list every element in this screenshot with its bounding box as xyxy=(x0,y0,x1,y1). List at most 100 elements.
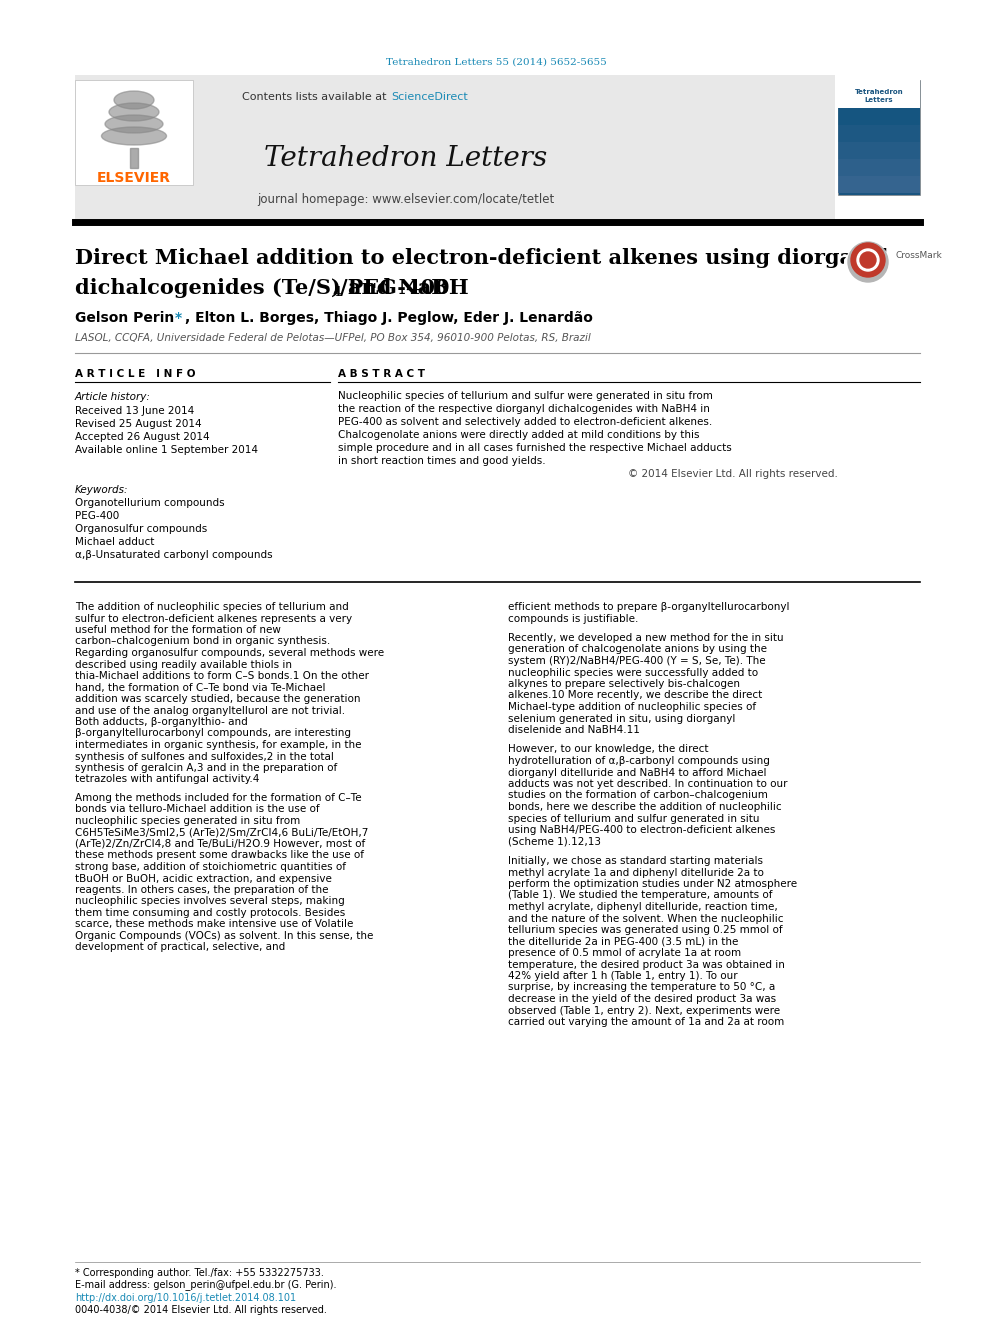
Text: Among the methods included for the formation of C–Te: Among the methods included for the forma… xyxy=(75,792,362,803)
Text: http://dx.doi.org/10.1016/j.tetlet.2014.08.101: http://dx.doi.org/10.1016/j.tetlet.2014.… xyxy=(75,1293,297,1303)
Text: Tetrahedron Letters: Tetrahedron Letters xyxy=(265,144,548,172)
Text: tetrazoles with antifungal activity.4: tetrazoles with antifungal activity.4 xyxy=(75,774,259,785)
Text: useful method for the formation of new: useful method for the formation of new xyxy=(75,624,281,635)
Text: PEG-400 as solvent and selectively added to electron-deficient alkenes.: PEG-400 as solvent and selectively added… xyxy=(338,417,712,427)
Circle shape xyxy=(860,251,876,269)
Text: hand, the formation of C–Te bond via Te-Michael: hand, the formation of C–Te bond via Te-… xyxy=(75,683,325,692)
Text: A R T I C L E   I N F O: A R T I C L E I N F O xyxy=(75,369,195,378)
Text: methyl acrylate 1a and diphenyl ditelluride 2a to: methyl acrylate 1a and diphenyl ditellur… xyxy=(508,868,764,877)
Text: dichalcogenides (Te/S) and NaBH: dichalcogenides (Te/S) and NaBH xyxy=(75,278,469,298)
Text: them time consuming and costly protocols. Besides: them time consuming and costly protocols… xyxy=(75,908,345,918)
FancyBboxPatch shape xyxy=(838,142,920,159)
Text: diselenide and NaBH4.11: diselenide and NaBH4.11 xyxy=(508,725,640,736)
Text: E-mail address: gelson_perin@ufpel.edu.br (G. Perin).: E-mail address: gelson_perin@ufpel.edu.b… xyxy=(75,1279,336,1290)
Text: Accepted 26 August 2014: Accepted 26 August 2014 xyxy=(75,433,209,442)
Text: carbon–chalcogenium bond in organic synthesis.: carbon–chalcogenium bond in organic synt… xyxy=(75,636,330,647)
Text: CrossMark: CrossMark xyxy=(895,250,941,259)
Text: Tetrahedron
Letters: Tetrahedron Letters xyxy=(855,89,904,102)
Text: Nucleophilic species of tellurium and sulfur were generated in situ from: Nucleophilic species of tellurium and su… xyxy=(338,392,713,401)
Text: development of practical, selective, and: development of practical, selective, and xyxy=(75,942,286,953)
Text: Article history:: Article history: xyxy=(75,392,151,402)
Circle shape xyxy=(857,249,879,271)
Bar xyxy=(130,148,138,168)
FancyBboxPatch shape xyxy=(838,79,920,108)
Text: The addition of nucleophilic species of tellurium and: The addition of nucleophilic species of … xyxy=(75,602,349,613)
Text: thia-Michael additions to form C–S bonds.1 On the other: thia-Michael additions to form C–S bonds… xyxy=(75,671,369,681)
Text: β-organyltellurocarbonyl compounds, are interesting: β-organyltellurocarbonyl compounds, are … xyxy=(75,729,351,738)
Text: alkynes to prepare selectively bis-chalcogen: alkynes to prepare selectively bis-chalc… xyxy=(508,679,740,689)
Text: temperature, the desired product 3a was obtained in: temperature, the desired product 3a was … xyxy=(508,959,785,970)
Text: Keywords:: Keywords: xyxy=(75,486,129,495)
FancyBboxPatch shape xyxy=(75,75,835,220)
Text: simple procedure and in all cases furnished the respective Michael adducts: simple procedure and in all cases furnis… xyxy=(338,443,732,452)
FancyBboxPatch shape xyxy=(838,79,920,194)
Text: synthesis of sulfones and sulfoxides,2 in the total: synthesis of sulfones and sulfoxides,2 i… xyxy=(75,751,334,762)
Text: surprise, by increasing the temperature to 50 °C, a: surprise, by increasing the temperature … xyxy=(508,983,776,992)
Text: Contents lists available at: Contents lists available at xyxy=(242,93,390,102)
Text: However, to our knowledge, the direct: However, to our knowledge, the direct xyxy=(508,745,708,754)
Text: C6H5TeSiMe3/SmI2,5 (ArTe)2/Sm/ZrCl4,6 BuLi/Te/EtOH,7: C6H5TeSiMe3/SmI2,5 (ArTe)2/Sm/ZrCl4,6 Bu… xyxy=(75,827,368,837)
FancyBboxPatch shape xyxy=(838,176,920,193)
Text: presence of 0.5 mmol of acrylate 1a at room: presence of 0.5 mmol of acrylate 1a at r… xyxy=(508,949,741,958)
Text: species of tellurium and sulfur generated in situ: species of tellurium and sulfur generate… xyxy=(508,814,760,823)
Text: nucleophilic species involves several steps, making: nucleophilic species involves several st… xyxy=(75,897,345,906)
Circle shape xyxy=(848,242,888,282)
Text: 4: 4 xyxy=(332,287,341,299)
Text: Organotellurium compounds: Organotellurium compounds xyxy=(75,497,224,508)
Text: nucleophilic species were successfully added to: nucleophilic species were successfully a… xyxy=(508,668,758,677)
Text: system (RY)2/NaBH4/PEG-400 (Y = S, Se, Te). The: system (RY)2/NaBH4/PEG-400 (Y = S, Se, T… xyxy=(508,656,766,665)
Text: Tetrahedron Letters 55 (2014) 5652-5655: Tetrahedron Letters 55 (2014) 5652-5655 xyxy=(386,57,606,66)
FancyBboxPatch shape xyxy=(838,108,920,124)
FancyBboxPatch shape xyxy=(75,79,193,185)
Text: 42% yield after 1 h (Table 1, entry 1). To our: 42% yield after 1 h (Table 1, entry 1). … xyxy=(508,971,738,980)
Text: reagents. In others cases, the preparation of the: reagents. In others cases, the preparati… xyxy=(75,885,328,894)
Text: adducts was not yet described. In continuation to our: adducts was not yet described. In contin… xyxy=(508,779,788,789)
Text: © 2014 Elsevier Ltd. All rights reserved.: © 2014 Elsevier Ltd. All rights reserved… xyxy=(628,468,838,479)
Text: addition was scarcely studied, because the generation: addition was scarcely studied, because t… xyxy=(75,695,360,704)
Text: α,β-Unsaturated carbonyl compounds: α,β-Unsaturated carbonyl compounds xyxy=(75,550,273,560)
Text: decrease in the yield of the desired product 3a was: decrease in the yield of the desired pro… xyxy=(508,994,776,1004)
Text: (ArTe)2/Zn/ZrCl4,8 and Te/BuLi/H2O.9 However, most of: (ArTe)2/Zn/ZrCl4,8 and Te/BuLi/H2O.9 How… xyxy=(75,839,365,849)
Text: Chalcogenolate anions were directly added at mild conditions by this: Chalcogenolate anions were directly adde… xyxy=(338,430,699,441)
Text: 0040-4038/© 2014 Elsevier Ltd. All rights reserved.: 0040-4038/© 2014 Elsevier Ltd. All right… xyxy=(75,1304,327,1315)
Text: methyl acrylate, diphenyl ditelluride, reaction time,: methyl acrylate, diphenyl ditelluride, r… xyxy=(508,902,778,912)
Text: scarce, these methods make intensive use of Volatile: scarce, these methods make intensive use… xyxy=(75,919,353,930)
Text: alkenes.10 More recently, we describe the direct: alkenes.10 More recently, we describe th… xyxy=(508,691,762,700)
Text: described using readily available thiols in: described using readily available thiols… xyxy=(75,659,292,669)
Text: hydrotelluration of α,β-carbonyl compounds using: hydrotelluration of α,β-carbonyl compoun… xyxy=(508,755,770,766)
Text: /PEG-400: /PEG-400 xyxy=(340,278,449,298)
Text: generation of chalcogenolate anions by using the: generation of chalcogenolate anions by u… xyxy=(508,644,767,655)
Text: (Scheme 1).12,13: (Scheme 1).12,13 xyxy=(508,836,601,847)
FancyBboxPatch shape xyxy=(838,159,920,176)
Text: intermediates in organic synthesis, for example, in the: intermediates in organic synthesis, for … xyxy=(75,740,361,750)
Text: tBuOH or BuOH, acidic extraction, and expensive: tBuOH or BuOH, acidic extraction, and ex… xyxy=(75,873,332,884)
Text: strong base, addition of stoichiometric quantities of: strong base, addition of stoichiometric … xyxy=(75,863,346,872)
Text: , Elton L. Borges, Thiago J. Peglow, Eder J. Lenardão: , Elton L. Borges, Thiago J. Peglow, Ede… xyxy=(185,311,593,325)
Ellipse shape xyxy=(101,127,167,146)
Text: carried out varying the amount of 1a and 2a at room: carried out varying the amount of 1a and… xyxy=(508,1017,785,1027)
Text: * Corresponding author. Tel./fax: +55 5332275733.: * Corresponding author. Tel./fax: +55 53… xyxy=(75,1267,323,1278)
Text: Gelson Perin: Gelson Perin xyxy=(75,311,180,325)
Text: diorganyl ditelluride and NaBH4 to afford Michael: diorganyl ditelluride and NaBH4 to affor… xyxy=(508,767,767,778)
Text: Michael adduct: Michael adduct xyxy=(75,537,155,546)
Text: Available online 1 September 2014: Available online 1 September 2014 xyxy=(75,445,258,455)
Text: studies on the formation of carbon–chalcogenium: studies on the formation of carbon–chalc… xyxy=(508,791,768,800)
Ellipse shape xyxy=(109,103,159,120)
Text: ScienceDirect: ScienceDirect xyxy=(391,93,468,102)
Text: Both adducts, β-organylthio- and: Both adducts, β-organylthio- and xyxy=(75,717,248,728)
Text: the reaction of the respective diorganyl dichalcogenides with NaBH4 in: the reaction of the respective diorganyl… xyxy=(338,404,710,414)
Text: tellurium species was generated using 0.25 mmol of: tellurium species was generated using 0.… xyxy=(508,925,783,935)
Text: Organic Compounds (VOCs) as solvent. In this sense, the: Organic Compounds (VOCs) as solvent. In … xyxy=(75,931,373,941)
Text: Regarding organosulfur compounds, several methods were: Regarding organosulfur compounds, severa… xyxy=(75,648,384,658)
Text: in short reaction times and good yields.: in short reaction times and good yields. xyxy=(338,456,546,466)
FancyBboxPatch shape xyxy=(838,124,920,142)
Text: Michael-type addition of nucleophilic species of: Michael-type addition of nucleophilic sp… xyxy=(508,703,756,712)
Text: perform the optimization studies under N2 atmosphere: perform the optimization studies under N… xyxy=(508,878,798,889)
Text: selenium generated in situ, using diorganyl: selenium generated in situ, using diorga… xyxy=(508,713,735,724)
Text: bonds via telluro-Michael addition is the use of: bonds via telluro-Michael addition is th… xyxy=(75,804,319,815)
Text: the ditelluride 2a in PEG-400 (3.5 mL) in the: the ditelluride 2a in PEG-400 (3.5 mL) i… xyxy=(508,937,738,946)
Text: PEG-400: PEG-400 xyxy=(75,511,119,521)
Text: Recently, we developed a new method for the in situ: Recently, we developed a new method for … xyxy=(508,632,784,643)
Text: efficient methods to prepare β-organyltellurocarbonyl: efficient methods to prepare β-organylte… xyxy=(508,602,790,613)
Text: observed (Table 1, entry 2). Next, experiments were: observed (Table 1, entry 2). Next, exper… xyxy=(508,1005,780,1016)
